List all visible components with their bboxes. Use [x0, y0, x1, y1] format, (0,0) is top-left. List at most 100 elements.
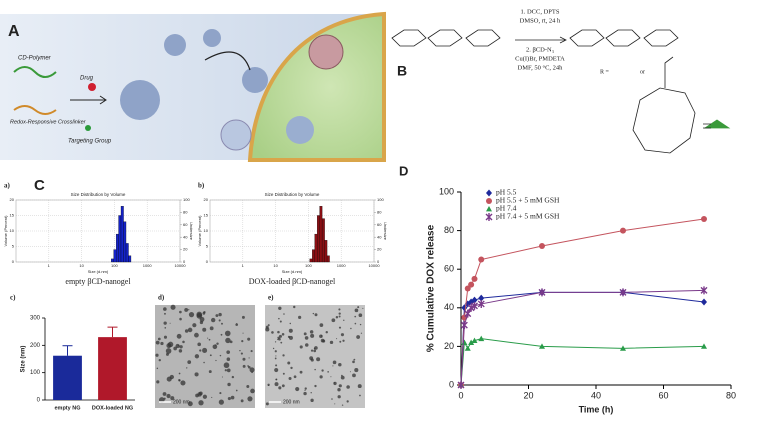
- particle: [188, 309, 190, 311]
- particle: [295, 386, 300, 392]
- legend-label: pH 7.4 + 5 mM GSH: [496, 212, 560, 221]
- particle: [310, 349, 314, 352]
- y-tick-label: 20: [204, 197, 209, 202]
- particle: [342, 339, 345, 342]
- caption: DOX-loaded βCD-nanogel: [249, 277, 336, 286]
- particle: [289, 322, 292, 325]
- targeting-icon: [85, 125, 91, 131]
- series-line: [460, 289, 705, 386]
- particle: [235, 323, 239, 326]
- equals: [703, 123, 711, 129]
- label: Redox-Responsive Crosslinker: [10, 119, 87, 125]
- particle: [187, 360, 192, 364]
- x-tick-label: 10: [79, 263, 84, 268]
- particle: [265, 327, 270, 332]
- label: Targeting Group: [68, 139, 112, 145]
- particle: [221, 376, 223, 378]
- particle: [242, 364, 246, 368]
- particle: [312, 312, 315, 315]
- particle: [356, 335, 361, 339]
- cyclodextrin: [632, 87, 696, 154]
- particle: [247, 337, 251, 341]
- particle: [250, 350, 253, 353]
- particle: [179, 310, 182, 314]
- condition: DMF, 50 °C, 24h: [518, 64, 564, 71]
- marker: [539, 343, 545, 349]
- particle: [187, 401, 193, 407]
- particle: [196, 311, 203, 318]
- particle: [274, 357, 277, 360]
- linker: [664, 56, 674, 88]
- particle: [242, 357, 246, 361]
- particle: [352, 360, 355, 364]
- r-definition: R =: [600, 69, 610, 75]
- y-tick-label: 15: [10, 213, 15, 218]
- particle: [288, 328, 293, 333]
- particle: [215, 314, 219, 318]
- particle: [353, 358, 356, 361]
- particle: [231, 375, 235, 379]
- particle: [157, 337, 161, 341]
- particle: [298, 315, 302, 319]
- nanogel: [242, 67, 268, 93]
- particle: [186, 367, 188, 369]
- particle: [320, 338, 325, 343]
- bar: [120, 206, 124, 263]
- particle: [247, 365, 249, 367]
- particle: [215, 359, 217, 362]
- particle: [212, 344, 218, 350]
- series-line: [460, 291, 705, 386]
- particle: [338, 315, 341, 318]
- marker: [471, 337, 478, 344]
- particle: [166, 376, 172, 382]
- y2-axis-label: Undersize: [189, 222, 194, 241]
- label: CD-Polymer: [18, 56, 52, 62]
- caption: empty βCD-nanogel: [65, 277, 131, 286]
- particle: [320, 335, 323, 337]
- particle: [211, 396, 213, 398]
- marker: [464, 285, 471, 292]
- particle: [246, 384, 250, 388]
- particle: [192, 323, 197, 328]
- y-tick-label: 200: [30, 343, 41, 349]
- particle: [178, 349, 183, 353]
- tem-image: [155, 305, 255, 408]
- bar: [309, 258, 313, 263]
- marker: [701, 298, 707, 306]
- particle: [241, 340, 244, 343]
- bar: [98, 337, 127, 400]
- reaction-arrow: [515, 36, 567, 44]
- y-tick-label: 20: [444, 341, 454, 351]
- particle: [280, 341, 283, 344]
- condition: 1. DCC, DPTS: [520, 8, 559, 15]
- particle: [341, 404, 344, 406]
- particle: [267, 384, 270, 386]
- particle: [180, 380, 186, 386]
- bar: [118, 215, 122, 263]
- particle: [199, 349, 202, 352]
- panel-label: b): [198, 182, 205, 190]
- particle: [293, 305, 296, 309]
- particle: [319, 375, 323, 379]
- particle: [357, 306, 360, 309]
- particle: [166, 393, 171, 399]
- x-tick-label: 10: [273, 263, 278, 268]
- marker: [464, 345, 471, 351]
- y2-tick-label: 0: [377, 259, 380, 264]
- panel-label: e): [268, 294, 274, 302]
- crosslinker: [13, 105, 57, 115]
- particle: [214, 344, 217, 346]
- particle: [187, 327, 193, 333]
- drug-icon: [88, 83, 96, 91]
- particle: [249, 367, 255, 373]
- marker: [457, 381, 465, 389]
- y2-tick-label: 60: [183, 222, 188, 227]
- particle: [194, 372, 199, 377]
- particle: [223, 362, 230, 369]
- legend-marker: [485, 213, 493, 221]
- panel-label: D: [399, 163, 408, 178]
- particle: [310, 398, 314, 403]
- particle: [179, 345, 183, 349]
- particle: [293, 375, 297, 379]
- particle: [226, 368, 231, 373]
